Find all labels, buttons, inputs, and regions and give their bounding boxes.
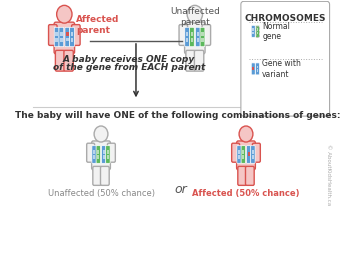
Text: of the gene from EACH parent: of the gene from EACH parent [53, 63, 205, 72]
FancyBboxPatch shape [256, 25, 260, 37]
FancyBboxPatch shape [237, 146, 241, 163]
FancyBboxPatch shape [100, 166, 109, 185]
Bar [97, 150, 99, 154]
Bar [60, 32, 63, 36]
FancyBboxPatch shape [241, 146, 246, 163]
Text: Affected
parent: Affected parent [76, 15, 120, 35]
Bar [252, 155, 254, 159]
FancyBboxPatch shape [238, 166, 246, 185]
Circle shape [239, 126, 253, 142]
FancyBboxPatch shape [108, 143, 115, 162]
FancyBboxPatch shape [185, 27, 189, 47]
Bar [103, 155, 105, 159]
Bar [257, 66, 258, 68]
Bar [201, 32, 204, 36]
Text: Unaffected (50% chance): Unaffected (50% chance) [47, 189, 155, 198]
FancyBboxPatch shape [232, 143, 240, 162]
FancyBboxPatch shape [92, 146, 96, 163]
Circle shape [94, 126, 108, 142]
FancyBboxPatch shape [96, 146, 100, 163]
Bar [197, 38, 199, 42]
Bar [186, 38, 188, 42]
FancyBboxPatch shape [246, 166, 254, 185]
FancyBboxPatch shape [56, 50, 65, 71]
Bar [242, 150, 245, 154]
Bar [190, 32, 193, 36]
FancyBboxPatch shape [93, 166, 101, 185]
Bar [103, 150, 105, 154]
Bar [247, 152, 250, 156]
Circle shape [57, 5, 72, 23]
FancyBboxPatch shape [87, 143, 95, 162]
Bar [93, 155, 95, 159]
Bar [252, 28, 254, 31]
FancyBboxPatch shape [91, 141, 110, 170]
Bar [256, 26, 259, 37]
FancyBboxPatch shape [202, 25, 211, 45]
FancyBboxPatch shape [186, 50, 195, 71]
Bar [252, 32, 254, 35]
Bar [60, 38, 63, 42]
Bar [107, 150, 109, 154]
FancyBboxPatch shape [65, 27, 70, 47]
Bar [242, 155, 245, 159]
Text: The baby will have ONE of the following combinations of genes:: The baby will have ONE of the following … [15, 111, 341, 120]
Text: A baby receives ONE copy: A baby receives ONE copy [63, 55, 195, 64]
Bar [66, 38, 69, 41]
FancyBboxPatch shape [54, 22, 74, 54]
FancyBboxPatch shape [48, 25, 57, 45]
FancyBboxPatch shape [251, 146, 255, 163]
Bar [238, 150, 240, 154]
Bar [66, 32, 69, 36]
FancyBboxPatch shape [54, 27, 59, 47]
FancyBboxPatch shape [101, 146, 106, 163]
FancyBboxPatch shape [237, 141, 255, 170]
Circle shape [187, 5, 203, 23]
FancyBboxPatch shape [241, 1, 330, 116]
FancyBboxPatch shape [246, 146, 251, 163]
Text: Normal
gene: Normal gene [262, 22, 290, 41]
Text: or: or [174, 183, 187, 196]
Bar [71, 38, 73, 42]
FancyBboxPatch shape [251, 63, 255, 75]
Text: CHROMOSOMES: CHROMOSOMES [245, 14, 326, 23]
Bar [257, 69, 258, 72]
Bar [257, 32, 258, 35]
Bar [107, 155, 109, 159]
FancyBboxPatch shape [195, 27, 200, 47]
Text: Gene with
variant: Gene with variant [262, 59, 301, 78]
FancyBboxPatch shape [252, 143, 260, 162]
FancyBboxPatch shape [179, 25, 188, 45]
FancyBboxPatch shape [59, 27, 64, 47]
FancyBboxPatch shape [64, 50, 73, 71]
Bar [197, 32, 199, 36]
Bar [257, 28, 258, 31]
FancyBboxPatch shape [200, 27, 205, 47]
Bar [238, 155, 240, 159]
Bar [97, 155, 99, 159]
Bar [93, 150, 95, 154]
FancyBboxPatch shape [256, 63, 260, 75]
FancyBboxPatch shape [70, 27, 74, 47]
Text: Affected (50% chance): Affected (50% chance) [192, 189, 300, 198]
Bar [190, 38, 193, 42]
FancyBboxPatch shape [189, 27, 194, 47]
FancyBboxPatch shape [106, 146, 110, 163]
Bar [252, 67, 254, 70]
FancyBboxPatch shape [185, 22, 205, 54]
Bar [201, 38, 204, 42]
Text: © AboutKidsHealth.ca: © AboutKidsHealth.ca [326, 144, 331, 205]
FancyBboxPatch shape [194, 50, 204, 71]
Bar [186, 32, 188, 36]
Bar [71, 32, 73, 36]
FancyBboxPatch shape [72, 25, 80, 45]
Text: Unaffected
parent: Unaffected parent [170, 7, 220, 27]
Bar [56, 32, 58, 36]
FancyBboxPatch shape [251, 25, 255, 37]
Bar [56, 38, 58, 42]
Bar [252, 150, 254, 154]
